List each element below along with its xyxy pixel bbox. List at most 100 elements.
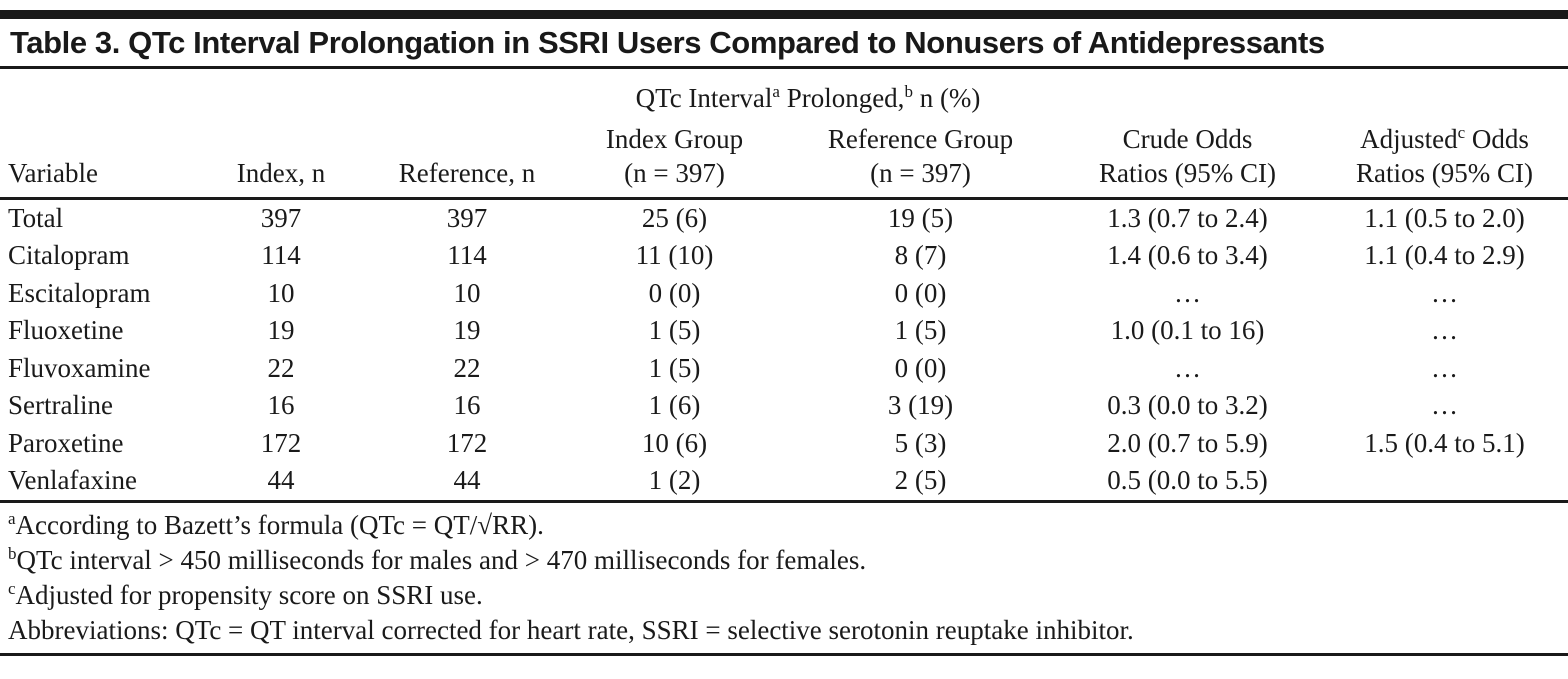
footnote-marker: a: [8, 508, 16, 528]
cell-index-prolonged: 25 (6): [641, 202, 708, 233]
cell-variable: Fluoxetine: [8, 315, 124, 346]
cell-reference-n: 10: [453, 277, 481, 308]
reference-group-line1: Reference Group: [827, 123, 1014, 154]
adjusted-odds-line2: Ratios (95% CI): [1356, 157, 1533, 188]
cell-index-prolonged: 1 (2): [648, 465, 701, 496]
cell-reference-prolonged: 3 (19): [887, 390, 954, 421]
cell-index-prolonged: 1 (5): [648, 352, 701, 383]
cell-adjusted-or: …: [1431, 390, 1459, 421]
superscript-c: c: [1457, 122, 1466, 142]
cell-reference-prolonged: 1 (5): [894, 315, 947, 346]
col-header-crude-odds: Crude Odds Ratios (95% CI): [1054, 116, 1322, 200]
cell-variable: Sertraline: [8, 390, 113, 421]
cell-adjusted-or: 1.5 (0.4 to 5.1): [1364, 427, 1525, 458]
table-row: Fluoxetine 19 19 1 (5) 1 (5) 1.0 (0.1 to…: [0, 312, 1568, 350]
index-group-line2: (n = 397): [624, 157, 725, 188]
col-header-reference-group: Reference Group (n = 397): [787, 116, 1055, 200]
cell-reference-prolonged: 19 (5): [887, 202, 954, 233]
adjusted-odds-text: Odds: [1465, 123, 1529, 154]
table-row: Venlafaxine 44 44 1 (2) 2 (5) 0.5 (0.0 t…: [0, 462, 1568, 501]
cell-variable: Fluvoxamine: [8, 352, 151, 383]
col-header-index-n: Index, n: [190, 116, 372, 200]
cell-reference-prolonged: 8 (7): [894, 240, 947, 271]
cell-reference-n: 16: [453, 390, 481, 421]
crude-odds-line2: Ratios (95% CI): [1099, 157, 1276, 188]
cell-adjusted-or: …: [1431, 315, 1459, 346]
cell-variable: Escitalopram: [8, 277, 151, 308]
cell-reference-n: 172: [446, 427, 488, 458]
adjusted-odds-line1: Adjustedc Odds: [1321, 122, 1568, 156]
footnote-text: According to Bazett’s formula (QTc = QT/…: [15, 509, 544, 540]
footnote-text: Adjusted for propensity score on SSRI us…: [15, 579, 483, 610]
cell-reference-prolonged: 0 (0): [894, 352, 947, 383]
superscript-a: a: [772, 81, 780, 101]
cell-index-prolonged: 11 (10): [635, 240, 714, 271]
cell-index-prolonged: 1 (5): [648, 315, 701, 346]
index-group-line1: Index Group: [605, 123, 744, 154]
cell-reference-n: 397: [446, 202, 488, 233]
column-header-row: Variable Index, n Reference, n Index Gro…: [0, 116, 1568, 200]
cell-adjusted-or: …: [1431, 277, 1459, 308]
cell-adjusted-or: …: [1431, 352, 1459, 383]
reference-group-line2: (n = 397): [870, 157, 971, 188]
cell-adjusted-or: [1321, 462, 1568, 501]
footnote-b: bQTc interval > 450 milliseconds for mal…: [8, 543, 1568, 578]
table-row: Citalopram 114 114 11 (10) 8 (7) 1.4 (0.…: [0, 237, 1568, 275]
cell-crude-or: 1.4 (0.6 to 3.4): [1107, 240, 1268, 271]
table-title: Table 3. QTc Interval Prolongation in SS…: [10, 25, 1325, 60]
table-row: Paroxetine 172 172 10 (6) 5 (3) 2.0 (0.7…: [0, 425, 1568, 463]
cell-reference-prolonged: 5 (3): [894, 427, 947, 458]
cell-index-n: 172: [260, 427, 302, 458]
cell-index-prolonged: 10 (6): [641, 427, 708, 458]
spanner-header-qtc-prolonged: QTc Intervala Prolonged,b n (%): [562, 69, 1054, 117]
cell-crude-or: …: [1174, 277, 1202, 308]
spanner-spacer-right: [1054, 69, 1568, 117]
adjusted-text: Adjusted: [1360, 123, 1458, 154]
cell-reference-n: 19: [453, 315, 481, 346]
cell-reference-prolonged: 2 (5): [894, 465, 947, 496]
cell-index-n: 114: [261, 240, 301, 271]
cell-index-n: 10: [267, 277, 295, 308]
cell-reference-prolonged: 0 (0): [894, 277, 947, 308]
table-row: Sertraline 16 16 1 (6) 3 (19) 0.3 (0.0 t…: [0, 387, 1568, 425]
table-row: Escitalopram 10 10 0 (0) 0 (0) … …: [0, 275, 1568, 313]
col-header-index-group: Index Group (n = 397): [562, 116, 787, 200]
footnote-a: aAccording to Bazett’s formula (QTc = QT…: [8, 508, 1568, 543]
cell-index-n: 19: [267, 315, 295, 346]
col-header-variable: Variable: [0, 116, 190, 200]
cell-crude-or: …: [1174, 352, 1202, 383]
bottom-rule: [0, 652, 1568, 656]
cell-variable: Paroxetine: [8, 427, 124, 458]
top-rule: [0, 10, 1568, 19]
footnote-marker: b: [8, 543, 17, 563]
cell-variable: Total: [8, 202, 64, 233]
cell-crude-or: 1.3 (0.7 to 2.4): [1107, 202, 1268, 233]
footnote-c: cAdjusted for propensity score on SSRI u…: [8, 578, 1568, 613]
spanner-text-part1: QTc Interval: [635, 82, 773, 113]
crude-odds-line1: Crude Odds: [1122, 123, 1253, 154]
data-table: QTc Intervala Prolonged,b n (%) Variable…: [0, 69, 1568, 503]
cell-reference-n: 44: [453, 465, 481, 496]
footnote-abbreviations: Abbreviations: QTc = QT interval correct…: [8, 613, 1568, 648]
footnote-text: Abbreviations: QTc = QT interval correct…: [8, 614, 1134, 645]
table-row: Fluvoxamine 22 22 1 (5) 0 (0) … …: [0, 350, 1568, 388]
cell-index-n: 16: [267, 390, 295, 421]
cell-index-n: 397: [260, 202, 302, 233]
spanner-header-row: QTc Intervala Prolonged,b n (%): [0, 69, 1568, 117]
spanner-spacer-left: [0, 69, 562, 117]
cell-crude-or: 0.3 (0.0 to 3.2): [1107, 390, 1268, 421]
cell-index-n: 44: [267, 465, 295, 496]
footnote-text: QTc interval > 450 milliseconds for male…: [16, 544, 867, 575]
col-header-reference-n: Reference, n: [372, 116, 562, 200]
cell-reference-n: 22: [453, 352, 481, 383]
cell-crude-or: 1.0 (0.1 to 16): [1110, 315, 1265, 346]
spanner-text-part3: n (%): [912, 82, 981, 113]
superscript-b: b: [904, 81, 913, 101]
cell-crude-or: 2.0 (0.7 to 5.9): [1107, 427, 1268, 458]
cell-variable: Venlafaxine: [8, 465, 137, 496]
title-rule: [0, 65, 1568, 69]
cell-index-prolonged: 0 (0): [648, 277, 701, 308]
cell-crude-or: 0.5 (0.0 to 5.5): [1107, 465, 1268, 496]
cell-variable: Citalopram: [8, 240, 130, 271]
